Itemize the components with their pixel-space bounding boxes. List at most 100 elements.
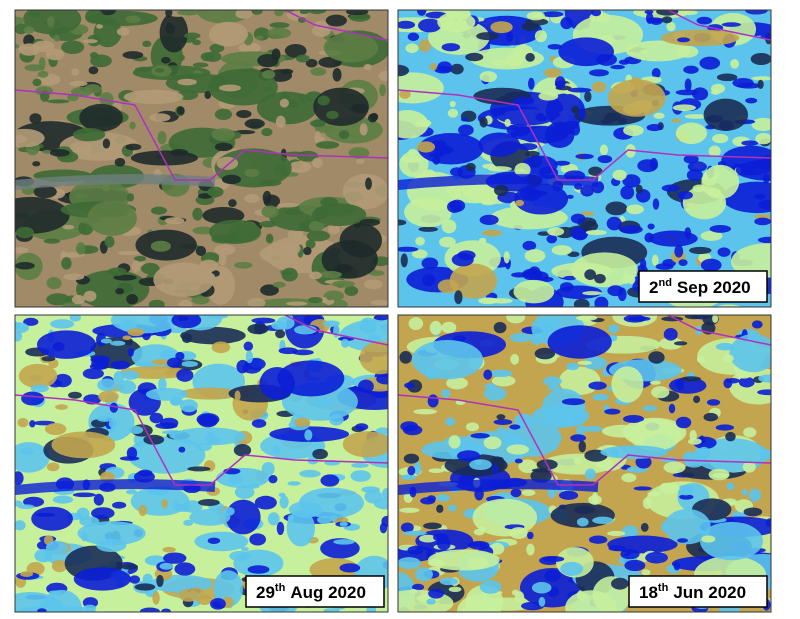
land-cover-patch bbox=[113, 274, 137, 281]
land-cover-patch bbox=[506, 444, 529, 455]
land-cover-patch bbox=[244, 193, 260, 203]
land-cover-patch bbox=[405, 43, 419, 54]
land-cover-patch bbox=[626, 204, 644, 215]
land-cover-patch bbox=[708, 468, 730, 481]
land-cover-patch bbox=[294, 417, 311, 428]
date-month-year: Sep 2020 bbox=[677, 278, 751, 297]
land-cover-patch bbox=[661, 184, 680, 192]
land-cover-patch bbox=[644, 232, 654, 243]
land-cover-patch bbox=[683, 65, 699, 74]
land-cover-patch bbox=[449, 100, 456, 108]
land-cover-patch bbox=[180, 326, 246, 345]
land-cover-patch bbox=[573, 298, 590, 307]
land-cover-patch bbox=[152, 591, 160, 605]
land-cover-patch bbox=[730, 59, 740, 69]
land-cover-patch bbox=[234, 261, 253, 269]
land-cover-patch bbox=[755, 132, 771, 145]
land-cover-patch bbox=[45, 540, 68, 555]
land-cover-patch bbox=[441, 389, 451, 398]
land-cover-patch bbox=[345, 10, 369, 16]
land-cover-patch bbox=[238, 42, 261, 54]
land-cover-patch bbox=[696, 356, 705, 363]
land-cover-patch bbox=[582, 291, 602, 296]
land-cover-patch bbox=[580, 185, 594, 197]
date-month-year: Aug 2020 bbox=[290, 583, 366, 602]
land-cover-patch bbox=[497, 457, 505, 471]
land-cover-patch bbox=[584, 90, 592, 103]
land-cover-patch bbox=[575, 315, 598, 321]
land-cover-patch bbox=[583, 425, 603, 432]
land-cover-patch bbox=[592, 516, 614, 525]
land-cover-patch bbox=[213, 570, 243, 608]
land-cover-patch bbox=[413, 408, 437, 415]
land-cover-patch bbox=[621, 473, 637, 483]
land-cover-patch bbox=[450, 63, 464, 75]
land-cover-patch bbox=[107, 267, 127, 276]
land-cover-patch bbox=[469, 47, 544, 70]
land-cover-patch bbox=[20, 447, 34, 455]
land-cover-patch bbox=[741, 140, 759, 146]
date-label: 18th Jun 2020 bbox=[639, 582, 746, 602]
land-cover-patch bbox=[575, 153, 594, 160]
land-cover-patch bbox=[725, 431, 736, 442]
land-cover-patch bbox=[484, 383, 497, 390]
map-panel bbox=[398, 10, 771, 307]
land-cover-patch bbox=[99, 92, 114, 106]
land-cover-patch bbox=[93, 493, 104, 506]
land-cover-patch bbox=[178, 299, 193, 307]
land-cover-patch bbox=[429, 62, 437, 71]
land-cover-patch bbox=[581, 220, 599, 232]
land-cover-patch bbox=[583, 356, 607, 370]
land-cover-patch bbox=[663, 461, 686, 474]
land-cover-patch bbox=[675, 416, 692, 429]
land-cover-patch bbox=[407, 465, 416, 476]
land-cover-patch bbox=[645, 551, 668, 564]
land-cover-patch bbox=[526, 543, 535, 556]
land-cover-patch bbox=[314, 131, 322, 144]
land-cover-patch bbox=[259, 220, 277, 228]
land-cover-patch bbox=[450, 167, 464, 177]
land-cover-patch bbox=[261, 461, 275, 476]
land-cover-patch bbox=[333, 539, 355, 545]
land-cover-patch bbox=[399, 350, 412, 364]
land-cover-patch bbox=[323, 608, 340, 612]
land-cover-patch bbox=[262, 70, 276, 79]
land-cover-patch bbox=[287, 514, 294, 523]
land-cover-patch bbox=[344, 285, 359, 296]
land-cover-patch bbox=[196, 413, 220, 426]
land-cover-patch bbox=[721, 22, 741, 27]
land-cover-patch bbox=[709, 224, 732, 233]
land-cover-patch bbox=[176, 10, 199, 16]
land-cover-patch bbox=[570, 213, 586, 224]
land-cover-patch bbox=[288, 161, 312, 173]
land-cover-patch bbox=[436, 494, 450, 502]
land-cover-patch bbox=[403, 530, 427, 536]
land-cover-patch bbox=[493, 419, 513, 425]
land-cover-patch bbox=[32, 78, 42, 87]
land-cover-patch bbox=[299, 469, 321, 478]
land-cover-patch bbox=[408, 148, 418, 156]
land-cover-patch bbox=[268, 474, 278, 484]
land-cover-patch bbox=[251, 419, 267, 428]
land-cover-patch bbox=[437, 12, 476, 33]
land-cover-patch bbox=[142, 40, 152, 48]
date-suffix: th bbox=[658, 582, 669, 594]
land-cover-patch bbox=[261, 205, 279, 218]
land-cover-patch bbox=[400, 474, 417, 481]
land-cover-patch bbox=[184, 32, 201, 39]
land-cover-patch bbox=[44, 423, 67, 436]
land-cover-patch bbox=[585, 229, 607, 236]
land-cover-patch bbox=[566, 194, 574, 199]
land-cover-patch bbox=[538, 91, 559, 101]
land-cover-patch bbox=[604, 408, 621, 415]
land-cover-patch bbox=[281, 267, 298, 282]
land-cover-patch bbox=[298, 487, 364, 519]
land-cover-patch bbox=[546, 234, 558, 244]
land-cover-patch bbox=[268, 69, 293, 82]
land-cover-patch bbox=[573, 505, 595, 515]
land-cover-patch bbox=[147, 488, 169, 496]
land-cover-patch bbox=[121, 370, 139, 380]
land-cover-patch bbox=[683, 154, 699, 164]
land-cover-patch bbox=[169, 431, 176, 439]
